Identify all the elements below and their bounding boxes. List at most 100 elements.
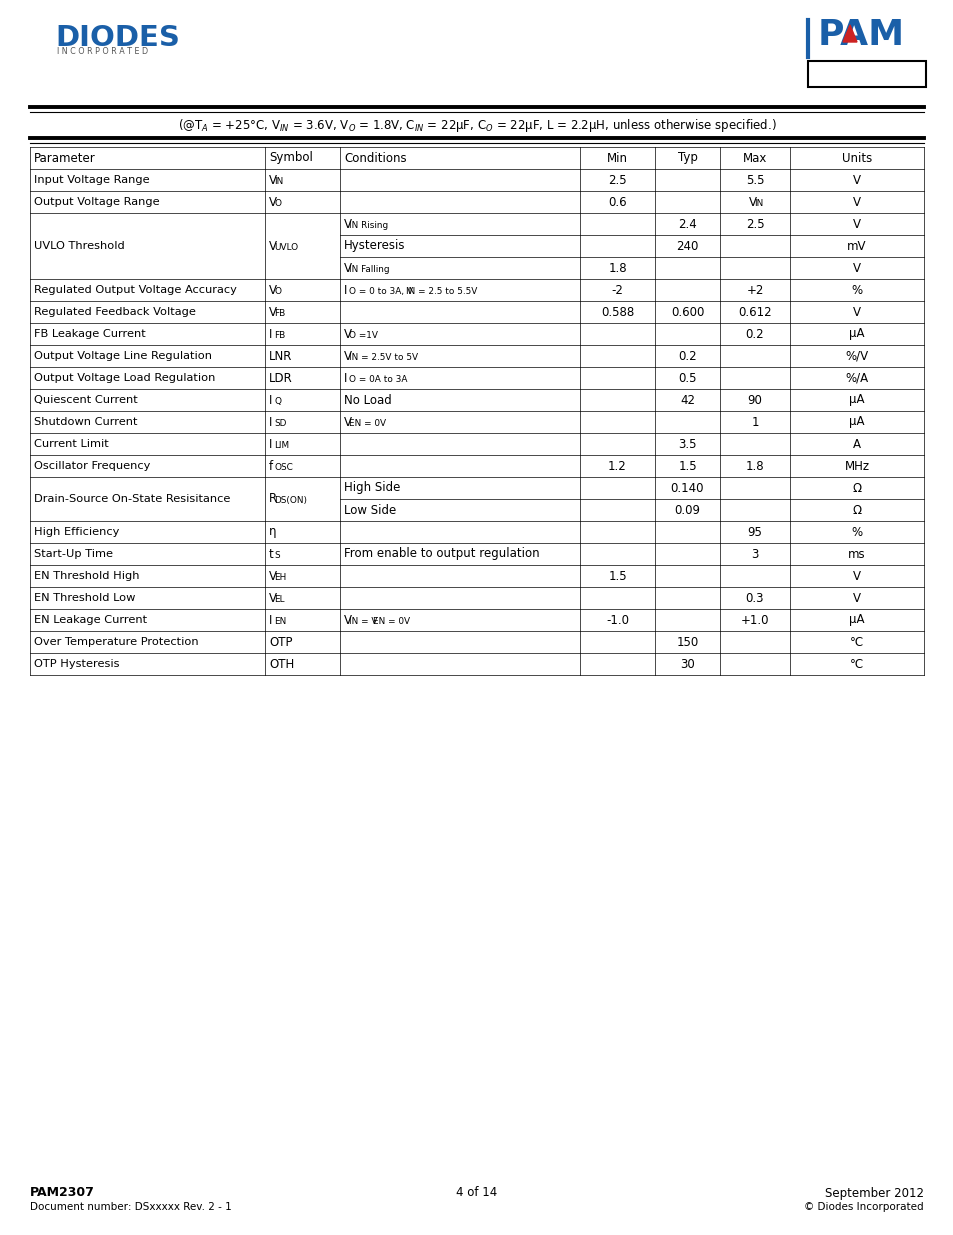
Text: V: V bbox=[852, 217, 861, 231]
Text: EN: EN bbox=[274, 618, 286, 626]
Text: mV: mV bbox=[846, 240, 866, 252]
Text: 0.09: 0.09 bbox=[674, 504, 700, 516]
Text: V: V bbox=[269, 569, 276, 583]
Text: V: V bbox=[852, 173, 861, 186]
Text: °C: °C bbox=[849, 636, 863, 648]
Text: OTP Hysteresis: OTP Hysteresis bbox=[34, 659, 119, 669]
Text: Quiescent Current: Quiescent Current bbox=[34, 395, 137, 405]
Text: +2: +2 bbox=[745, 284, 763, 296]
Text: Parameter: Parameter bbox=[34, 152, 95, 164]
Text: Drain-Source On-State Resisitance: Drain-Source On-State Resisitance bbox=[34, 494, 230, 504]
Text: O = 0 to 3A, V: O = 0 to 3A, V bbox=[349, 288, 413, 296]
Text: 1.8: 1.8 bbox=[745, 459, 763, 473]
Text: °C: °C bbox=[849, 657, 863, 671]
Text: PAM: PAM bbox=[817, 19, 904, 52]
Text: September 2012: September 2012 bbox=[824, 1187, 923, 1199]
Text: 0.600: 0.600 bbox=[670, 305, 703, 319]
Text: O =1V: O =1V bbox=[349, 331, 378, 340]
Text: Document number: DSxxxxx Rev. 2 - 1: Document number: DSxxxxx Rev. 2 - 1 bbox=[30, 1202, 232, 1212]
Text: 150: 150 bbox=[676, 636, 698, 648]
Text: Low Side: Low Side bbox=[344, 504, 395, 516]
Text: V: V bbox=[344, 350, 352, 363]
Text: 0.5: 0.5 bbox=[678, 372, 696, 384]
Text: Symbol: Symbol bbox=[269, 152, 313, 164]
Text: Over Temperature Protection: Over Temperature Protection bbox=[34, 637, 198, 647]
Text: I: I bbox=[269, 415, 273, 429]
Text: V: V bbox=[852, 262, 861, 274]
Text: (@T$_A$ = +25°C, V$_{IN}$ = 3.6V, V$_O$ = 1.8V, C$_{IN}$ = 22μF, C$_O$ = 22μF, L: (@T$_A$ = +25°C, V$_{IN}$ = 3.6V, V$_O$ … bbox=[177, 116, 776, 133]
Text: 0.588: 0.588 bbox=[600, 305, 634, 319]
Text: IN Falling: IN Falling bbox=[349, 266, 390, 274]
Text: V: V bbox=[269, 284, 276, 296]
Text: 0.2: 0.2 bbox=[678, 350, 696, 363]
Text: μA: μA bbox=[848, 394, 863, 406]
Text: 0.3: 0.3 bbox=[745, 592, 763, 604]
Text: -1.0: -1.0 bbox=[605, 614, 628, 626]
Text: IN = V: IN = V bbox=[349, 618, 377, 626]
Polygon shape bbox=[842, 25, 856, 42]
Text: 0.140: 0.140 bbox=[670, 482, 703, 494]
Text: OSC: OSC bbox=[274, 463, 293, 472]
Text: OTP: OTP bbox=[269, 636, 293, 648]
Text: 1.5: 1.5 bbox=[608, 569, 626, 583]
Text: SD: SD bbox=[274, 419, 287, 429]
Text: DIODES: DIODES bbox=[55, 23, 180, 52]
Text: Output Voltage Load Regulation: Output Voltage Load Regulation bbox=[34, 373, 215, 383]
Text: +1.0: +1.0 bbox=[740, 614, 768, 626]
Text: FB: FB bbox=[274, 309, 285, 319]
Text: No Load: No Load bbox=[344, 394, 392, 406]
Text: Min: Min bbox=[606, 152, 627, 164]
Text: V: V bbox=[344, 217, 352, 231]
Text: Units: Units bbox=[841, 152, 871, 164]
Text: MHz: MHz bbox=[843, 459, 868, 473]
Text: High Side: High Side bbox=[344, 482, 400, 494]
Text: V: V bbox=[852, 195, 861, 209]
Text: Hysteresis: Hysteresis bbox=[344, 240, 405, 252]
Text: V: V bbox=[748, 195, 757, 209]
Text: LDR: LDR bbox=[269, 372, 293, 384]
Text: V: V bbox=[344, 262, 352, 274]
Text: %: % bbox=[850, 284, 862, 296]
Text: Conditions: Conditions bbox=[344, 152, 406, 164]
Text: V: V bbox=[269, 592, 276, 604]
Text: V: V bbox=[852, 592, 861, 604]
Bar bbox=[807, 61, 925, 86]
Text: From enable to output regulation: From enable to output regulation bbox=[344, 547, 539, 561]
Text: Ω: Ω bbox=[852, 482, 861, 494]
Text: Q: Q bbox=[274, 398, 281, 406]
Text: 30: 30 bbox=[679, 657, 694, 671]
Text: 95: 95 bbox=[747, 526, 761, 538]
Text: V: V bbox=[269, 240, 276, 252]
Text: IN = 2.5V to 5V: IN = 2.5V to 5V bbox=[349, 353, 418, 362]
Text: 1.8: 1.8 bbox=[608, 262, 626, 274]
Text: UVLO: UVLO bbox=[274, 243, 298, 252]
Text: O = 0A to 3A: O = 0A to 3A bbox=[349, 375, 408, 384]
Text: 42: 42 bbox=[679, 394, 695, 406]
Text: FB: FB bbox=[274, 331, 285, 340]
Text: DS(ON): DS(ON) bbox=[274, 496, 307, 505]
Text: μA: μA bbox=[848, 614, 863, 626]
Text: Oscillator Frequency: Oscillator Frequency bbox=[34, 461, 151, 471]
Text: Regulated Output Voltage Accuracy: Regulated Output Voltage Accuracy bbox=[34, 285, 236, 295]
Text: A: A bbox=[852, 437, 861, 451]
Text: PAM2307: PAM2307 bbox=[30, 1187, 94, 1199]
Text: V: V bbox=[344, 614, 352, 626]
Text: V: V bbox=[852, 305, 861, 319]
Text: I N C O R P O R A T E D: I N C O R P O R A T E D bbox=[57, 47, 148, 56]
Text: R: R bbox=[269, 493, 276, 505]
Text: 1.2: 1.2 bbox=[607, 459, 626, 473]
Text: LIM: LIM bbox=[274, 441, 289, 451]
Text: I: I bbox=[269, 394, 273, 406]
Text: UVLO Threshold: UVLO Threshold bbox=[34, 241, 125, 251]
Text: μA: μA bbox=[848, 415, 863, 429]
Text: Output Voltage Line Regulation: Output Voltage Line Regulation bbox=[34, 351, 212, 361]
Text: Regulated Feedback Voltage: Regulated Feedback Voltage bbox=[34, 308, 195, 317]
Text: LNR: LNR bbox=[269, 350, 292, 363]
Text: I: I bbox=[344, 284, 347, 296]
Text: 90: 90 bbox=[747, 394, 761, 406]
Text: Start-Up Time: Start-Up Time bbox=[34, 550, 112, 559]
Text: O: O bbox=[274, 199, 281, 209]
Text: I: I bbox=[344, 372, 347, 384]
Text: Shutdown Current: Shutdown Current bbox=[34, 417, 137, 427]
Text: Input Voltage Range: Input Voltage Range bbox=[34, 175, 150, 185]
